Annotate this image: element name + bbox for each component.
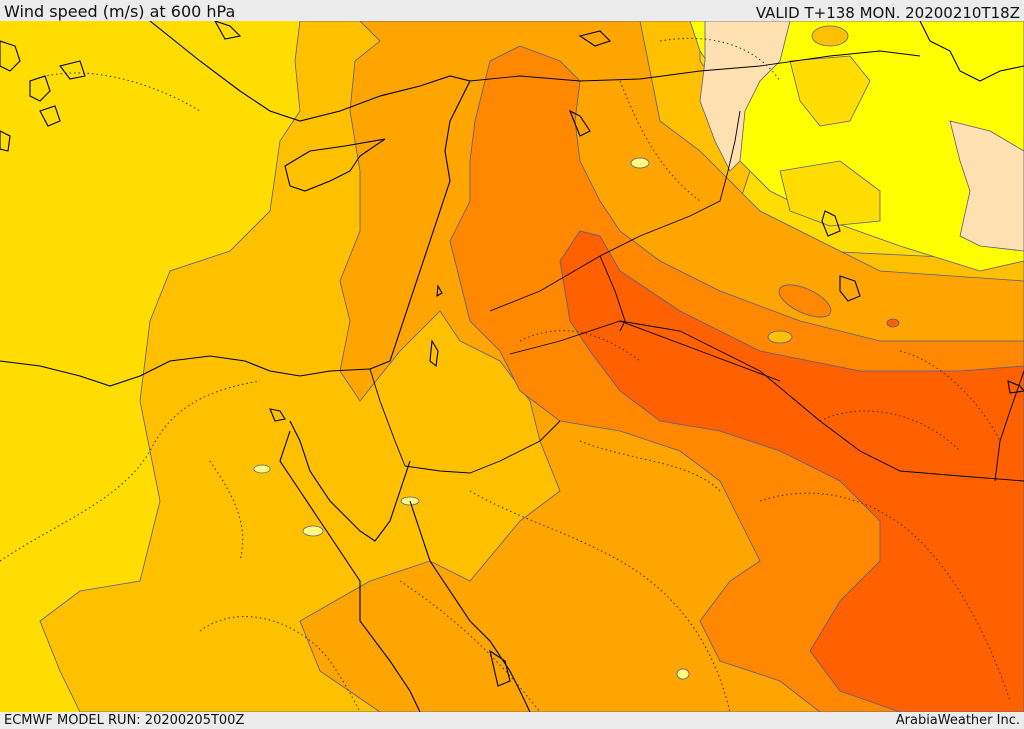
wind-zone-patch — [676, 668, 690, 680]
wind-zone-very-light — [699, 21, 791, 172]
coastlines — [0, 21, 1024, 712]
model-run-label: ECMWF MODEL RUN: 20200205T00Z — [4, 713, 245, 728]
map-title: Wind speed (m/s) at 600 hPa — [4, 2, 236, 21]
wind-zone-patch — [778, 284, 832, 318]
credit-label: ArabiaWeather Inc. — [895, 713, 1020, 728]
borders — [369, 50, 1024, 482]
wind-speed-map — [0, 21, 1024, 712]
wind-zone-very-light — [949, 120, 1024, 252]
valid-time-label: VALID T+138 MON. 20200210T18Z — [755, 4, 1020, 22]
wind-zone-patch — [767, 330, 793, 344]
wind-zone-patch — [886, 318, 900, 328]
footer-bar: ECMWF MODEL RUN: 20200205T00Z ArabiaWeat… — [0, 712, 1024, 729]
wind-zone-light-patch — [779, 160, 881, 227]
wind-zone-patch — [253, 464, 271, 474]
map-canvas — [0, 21, 1024, 712]
header-bar: Wind speed (m/s) at 600 hPa VALID T+138 … — [0, 0, 1024, 21]
wind-zone-patch — [302, 525, 324, 537]
wind-zone-patch — [630, 157, 650, 169]
wind-zone-strongest — [559, 230, 1024, 712]
wind-zone-light-patch — [789, 55, 871, 127]
wind-zone-light-patch — [811, 25, 849, 47]
dotted-lines — [0, 37, 1011, 712]
